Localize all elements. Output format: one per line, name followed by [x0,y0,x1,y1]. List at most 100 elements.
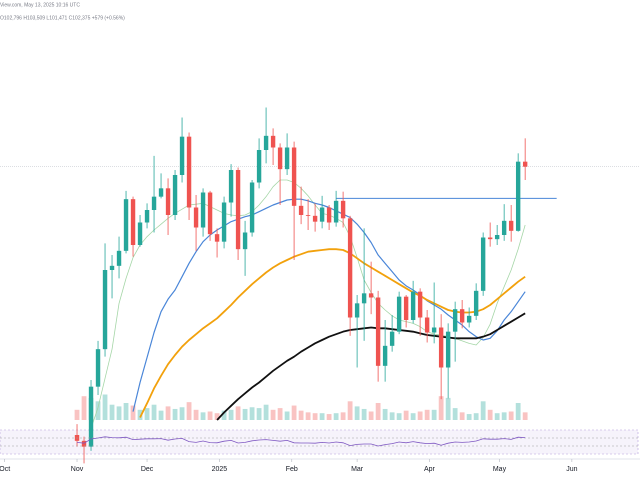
volume-bar [151,404,157,420]
candle-body [480,237,486,291]
volume-bar [172,408,178,420]
volume-bar [473,413,479,420]
candle-body [459,309,465,323]
candle-body [284,147,290,170]
volume-bar [368,411,374,420]
candle-body [242,232,248,250]
candle-body [221,202,227,242]
candle-body [361,293,367,304]
volume-bar [431,409,437,420]
candle-body [452,309,458,332]
candle-body [193,207,199,228]
candle-body [417,291,423,318]
candle-body [508,220,514,231]
candle-body [291,147,297,206]
volume-bar [319,413,325,420]
candle-body [165,188,171,215]
candle-body [270,135,276,148]
volume-bar [74,409,80,420]
volume-bar [221,410,227,420]
volume-bar [109,404,115,420]
volume-bar [382,408,388,420]
volume-bar [438,396,444,420]
x-tick-label: Apr [424,466,436,473]
candle-body [382,345,388,366]
candle-body [81,440,87,447]
volume-bar [410,413,416,420]
volume-bar [95,401,101,420]
volume-bar [81,396,87,420]
x-tick-label: 2025 [212,466,228,473]
candle-body [88,386,94,447]
volume-bar [228,409,234,420]
candle-body [102,270,108,350]
header-ohlc: O102,796 H103,509 L101,471 C102,375 +579… [0,15,125,21]
volume-bar [494,413,500,420]
volume-bar [284,411,290,420]
volume-bar [214,413,220,420]
candle-body [340,200,346,219]
candle-body [312,215,318,222]
candle-body [522,161,528,167]
volume-bar [361,408,367,420]
candle-body [410,291,416,320]
volume-bar [207,411,213,420]
volume-bar [102,394,108,420]
candle-body [494,235,500,240]
candle-body [277,147,283,170]
candle-body [214,234,220,242]
rsi-panel [0,429,639,455]
volume-bar [130,405,136,420]
volume-bar [480,401,486,420]
x-tick-label: Mar [351,466,364,473]
volume-bar [396,413,402,420]
candle-body [137,222,143,245]
candle-body [151,196,157,210]
volume-bar [200,412,206,420]
x-tick-label: Nov [71,466,84,473]
volume-bar [305,412,311,420]
candle-body [319,207,325,222]
candle-body [95,349,101,387]
volume-bar [270,409,276,420]
candle-body [326,207,332,223]
candle-body [263,135,269,150]
volume-bar [326,414,332,420]
volume-bar [501,412,507,420]
candle-body [445,331,451,368]
header-source: View.com, May 13, 2025 10:16 UTC [0,2,80,8]
volume-bar [256,408,262,420]
volume-bar [333,413,339,420]
volume-bar [277,408,283,420]
candle-body [333,200,339,223]
x-tick-label: May [493,466,507,473]
volume-bar [445,397,451,420]
candle-body [375,297,381,366]
candle-body [179,136,185,175]
volume-bar [508,411,514,420]
candle-body [123,199,129,251]
candle-body [487,237,493,240]
volume-bar [158,410,164,420]
volume-bar [459,412,465,420]
volume-bar [242,408,248,420]
x-tick-label: Oct [0,466,10,473]
volume-bar [312,413,318,420]
candle-body [438,327,444,368]
volume-bar [347,401,353,420]
candle-body [130,199,136,245]
x-tick-label: Jun [566,466,577,473]
candle-body [424,317,430,333]
candle-body [116,250,122,266]
volume-bar [193,409,199,420]
volume-bar [389,412,395,420]
volume-bar [452,408,458,420]
x-tick-label: Feb [286,466,298,473]
candle-body [466,315,472,323]
candle-body [347,218,353,318]
candle-body [368,293,374,298]
volume-bar [144,408,150,420]
volume-bar [235,406,241,420]
